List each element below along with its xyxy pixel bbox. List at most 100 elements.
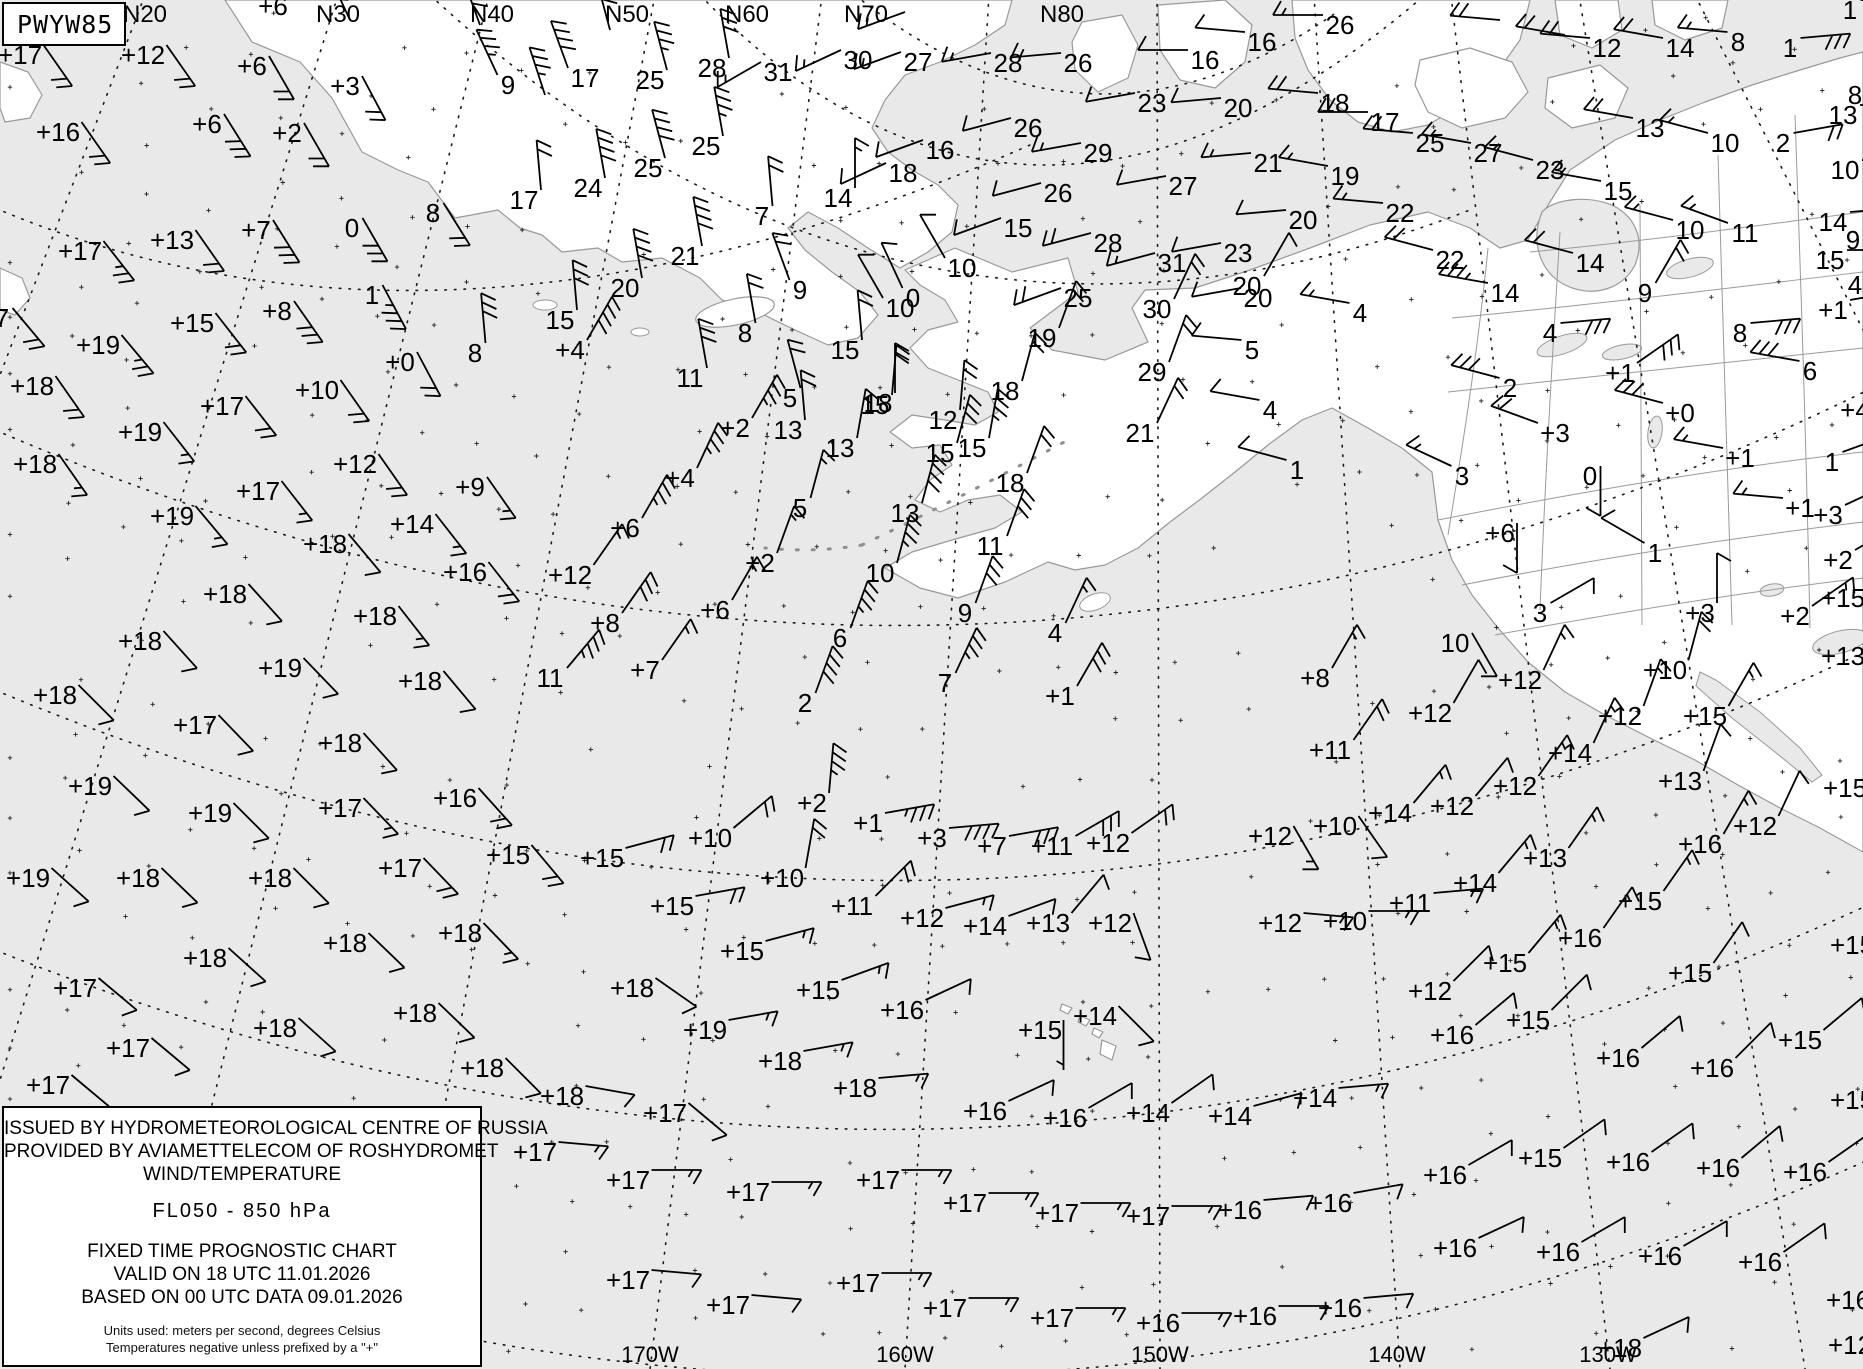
temperature-value: 9 bbox=[1846, 225, 1860, 255]
station: +18 bbox=[1598, 1316, 1690, 1363]
temperature-value: +6 bbox=[258, 0, 288, 21]
station: +11 bbox=[1031, 810, 1120, 861]
wind-barb bbox=[1502, 523, 1518, 574]
station: 11 bbox=[537, 629, 606, 693]
wind-barb bbox=[1303, 912, 1355, 932]
wind-barb bbox=[1021, 332, 1047, 382]
wind-barb bbox=[194, 505, 229, 548]
station: 25 bbox=[1013, 283, 1092, 313]
station: 30 bbox=[1143, 253, 1206, 324]
temperature-value: 8 bbox=[468, 338, 482, 368]
temperature-value: +16 bbox=[1606, 1147, 1650, 1177]
wind-barb bbox=[1405, 434, 1452, 467]
station: +18 bbox=[323, 928, 406, 973]
wind-barb bbox=[150, 1037, 191, 1077]
temperature-value: +12 bbox=[1498, 665, 1542, 695]
station: 15 bbox=[958, 388, 1011, 463]
wind-barb bbox=[362, 797, 399, 839]
station: 5 bbox=[1190, 321, 1259, 365]
station: 25 bbox=[634, 108, 675, 183]
station: 0 bbox=[1583, 461, 1602, 517]
wind-barb bbox=[745, 272, 764, 324]
temperature-value: 11 bbox=[537, 663, 564, 693]
meridian-170W bbox=[649, 0, 823, 1369]
wind-barb bbox=[1478, 1216, 1525, 1239]
temperature-value: +7 bbox=[241, 215, 271, 245]
wind-barb bbox=[102, 240, 136, 284]
station: 8 bbox=[426, 198, 471, 247]
wind-barb bbox=[1170, 1073, 1215, 1104]
wind-barb bbox=[1363, 1292, 1415, 1309]
station: 24 bbox=[574, 127, 617, 203]
station: +16 bbox=[1430, 992, 1518, 1050]
station: +15 bbox=[1830, 930, 1863, 960]
station: 8 bbox=[1733, 317, 1802, 348]
station: 28 bbox=[1041, 227, 1122, 258]
wind-barb bbox=[1080, 1202, 1132, 1218]
wind-barb bbox=[692, 195, 714, 247]
temperature-value: +1 bbox=[1605, 358, 1635, 388]
temperature-value: +19 bbox=[76, 330, 120, 360]
station: +15 bbox=[580, 834, 675, 873]
station: +18 bbox=[303, 529, 382, 576]
station: +2 bbox=[272, 118, 330, 168]
station: +15 bbox=[1821, 583, 1863, 613]
wind-barb bbox=[1854, 544, 1863, 551]
station: +12 bbox=[333, 449, 408, 498]
temperature-value: +17 bbox=[706, 1290, 750, 1320]
temperature-value: +18 bbox=[758, 1046, 802, 1076]
temperature-value: +16 bbox=[443, 557, 487, 587]
wind-barb bbox=[1267, 74, 1319, 94]
temperature-value: 18 bbox=[1321, 88, 1350, 118]
wind-barb bbox=[303, 122, 330, 168]
station: +11 bbox=[1389, 887, 1485, 918]
station: +17 bbox=[923, 1293, 1020, 1323]
longitude-label: 170W bbox=[621, 1342, 679, 1367]
temperature-value: +1 bbox=[1045, 681, 1075, 711]
station: +18 bbox=[248, 863, 330, 909]
admin-boundary bbox=[1447, 247, 1489, 536]
temperature-value: 16 bbox=[1248, 27, 1277, 57]
temperature-value: 20 bbox=[1244, 283, 1273, 313]
wind-barb bbox=[921, 454, 947, 504]
wind-barb bbox=[839, 162, 887, 185]
station: 14 bbox=[1819, 207, 1863, 237]
temperature-value: +13 bbox=[1821, 641, 1863, 671]
wind-barb bbox=[954, 627, 987, 674]
temperature-value: 12 bbox=[929, 405, 958, 435]
wind-barb bbox=[732, 795, 776, 829]
wind-barb bbox=[651, 108, 675, 159]
admin-boundary bbox=[1437, 451, 1863, 521]
station: +3 bbox=[330, 71, 387, 121]
temperature-value: +8 bbox=[1300, 663, 1330, 693]
station: 26 bbox=[1272, 0, 1354, 40]
station: 7 bbox=[0, 303, 46, 350]
station: +17 bbox=[58, 236, 136, 284]
station: +15 bbox=[1018, 1015, 1065, 1070]
temperature-value: +14 bbox=[1208, 1101, 1252, 1131]
station: +2 bbox=[1780, 576, 1856, 631]
station: 23 bbox=[1484, 135, 1564, 185]
station: 13 bbox=[826, 388, 879, 463]
wind-barb bbox=[1332, 184, 1384, 204]
station: +17 bbox=[643, 1098, 728, 1142]
latitude-label: N20 bbox=[123, 1, 167, 28]
station: 15 bbox=[1551, 159, 1632, 206]
temperature-value: 15 bbox=[958, 433, 987, 463]
wind-barb bbox=[771, 232, 792, 281]
station: 21 bbox=[1126, 377, 1189, 448]
station: +4 bbox=[665, 422, 729, 493]
wind-barb bbox=[1008, 1079, 1055, 1102]
wind-barb bbox=[1614, 378, 1664, 404]
station: +19 bbox=[76, 330, 155, 377]
station: +16 bbox=[1136, 1308, 1233, 1338]
station: +6 bbox=[237, 51, 295, 101]
temperature-value: +18 bbox=[183, 943, 227, 973]
station: +16 bbox=[1433, 1216, 1525, 1263]
temperature-value: +10 bbox=[760, 863, 804, 893]
station: +10 bbox=[1323, 906, 1420, 936]
temperature-value: 28 bbox=[698, 53, 727, 83]
station: 4 bbox=[1048, 577, 1097, 648]
wind-barb bbox=[1642, 658, 1672, 707]
temperature-value: +17 bbox=[943, 1188, 987, 1218]
